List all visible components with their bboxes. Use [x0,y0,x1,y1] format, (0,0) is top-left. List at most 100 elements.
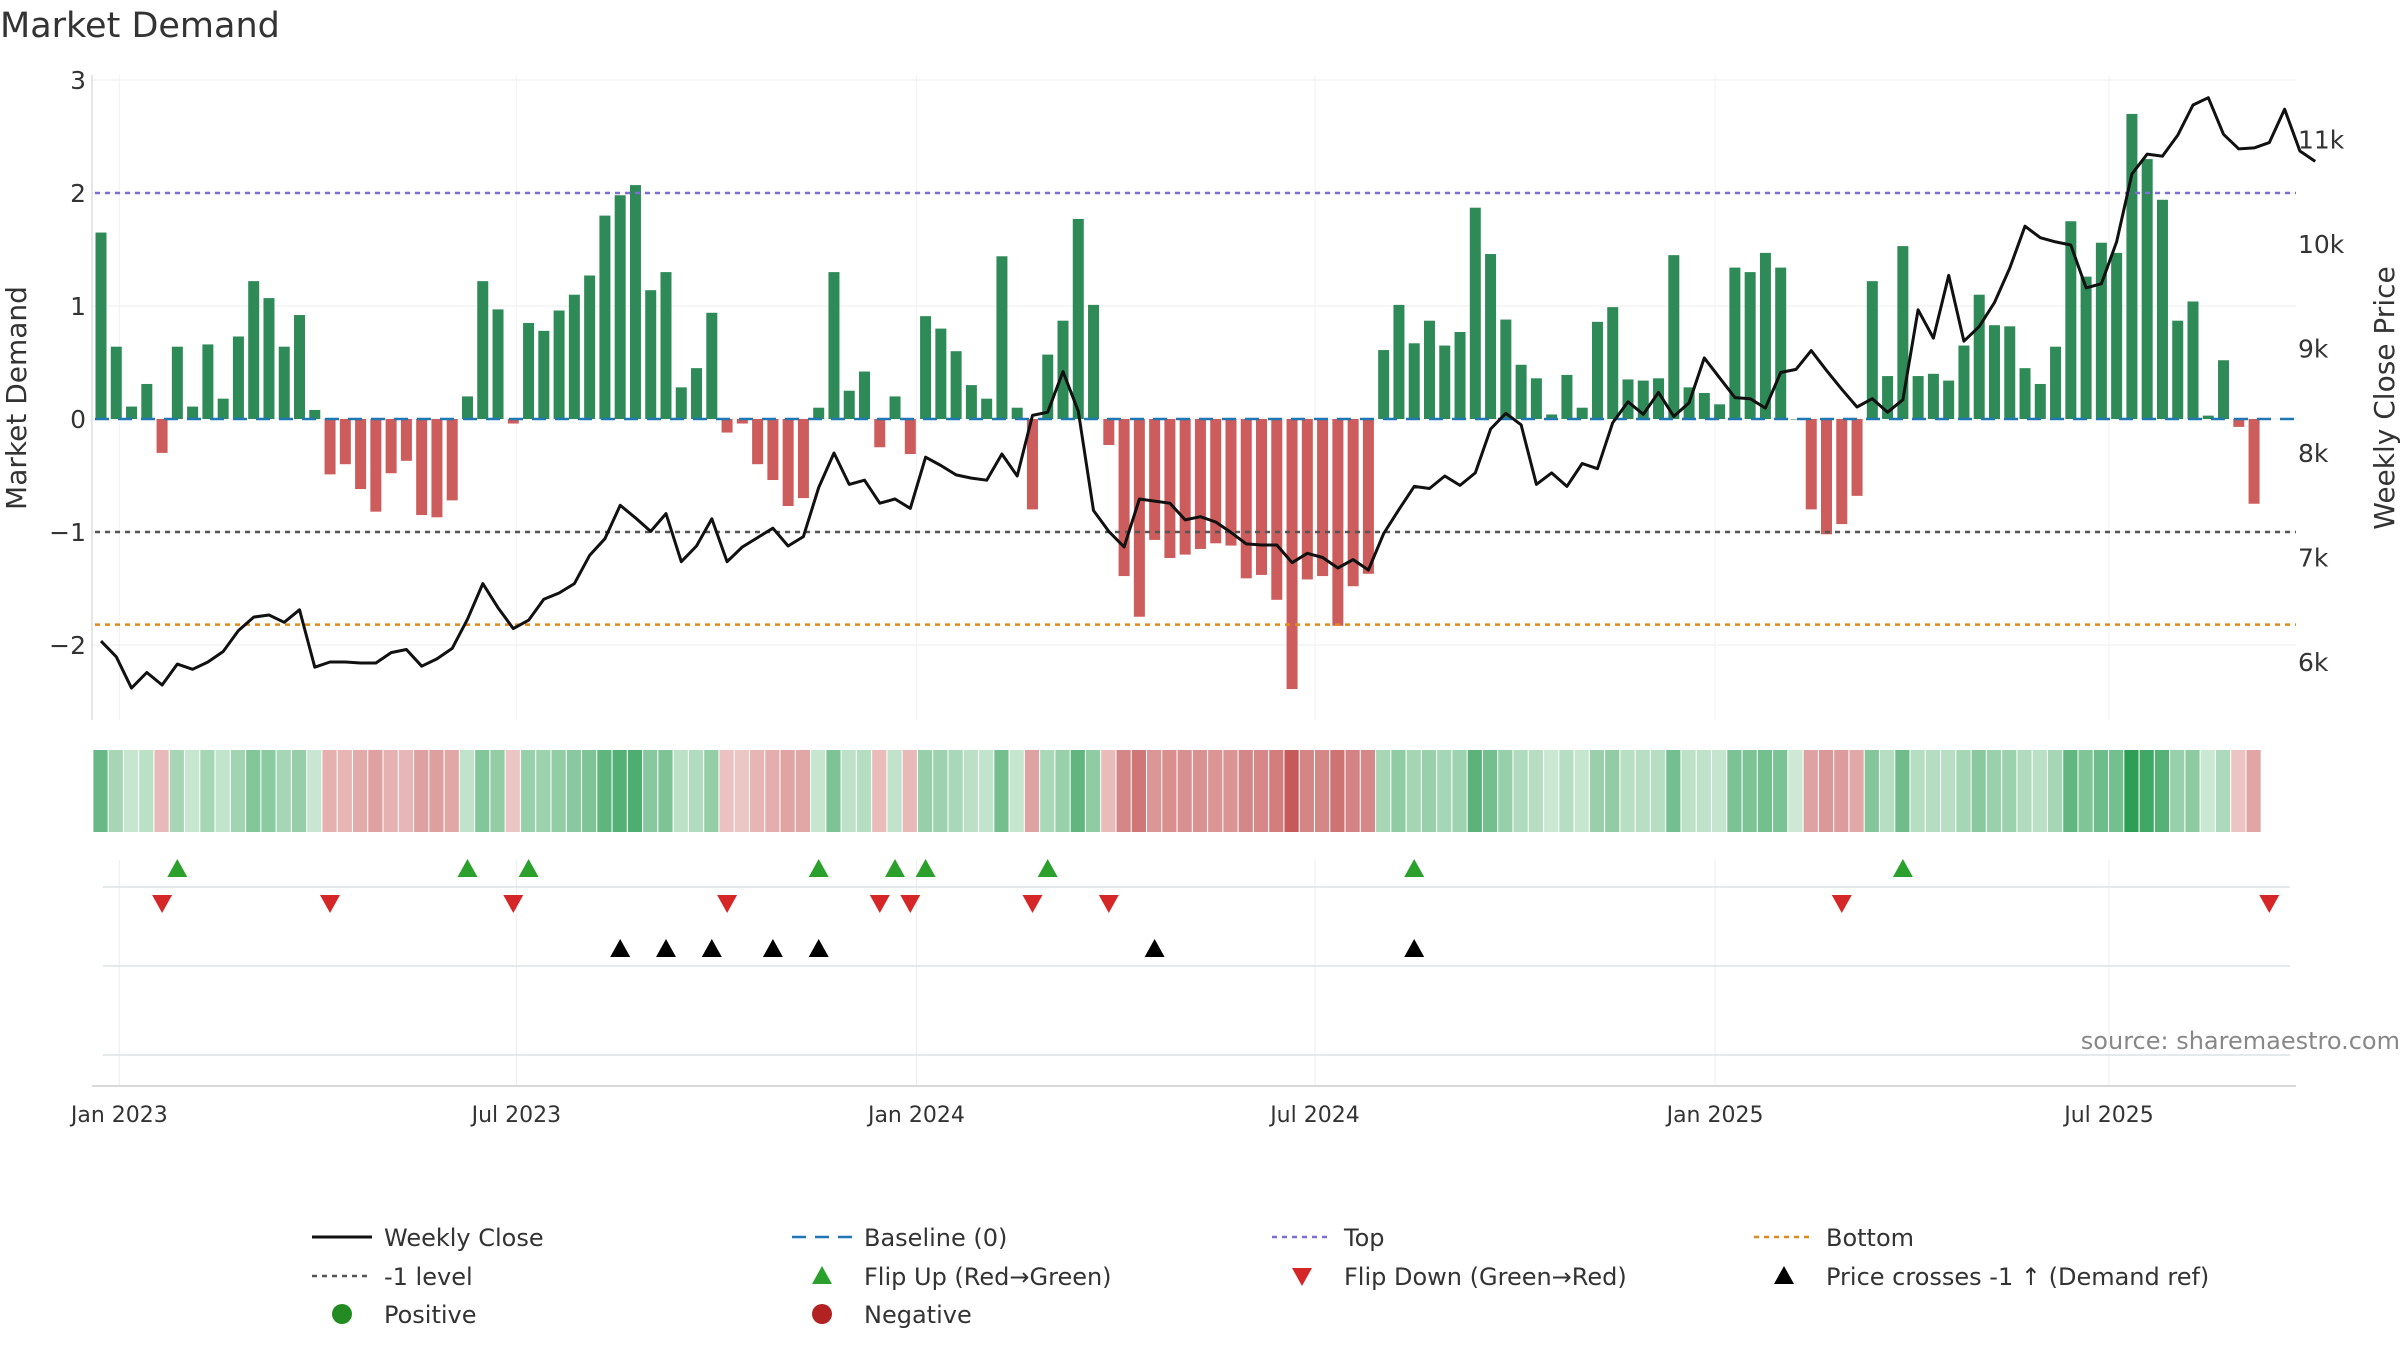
demand-bar [355,419,367,490]
heat-cell [1559,750,1574,832]
heat-cell [1895,750,1910,832]
heat-cell [1024,750,1040,832]
demand-bar [248,281,260,419]
heat-cell [169,750,184,832]
demand-bar [1759,252,1771,419]
demand-bar [141,383,153,419]
demand-bar [1179,419,1191,555]
demand-bar [1591,321,1603,419]
demand-bar [1546,414,1558,419]
legend-item-flip_up: Flip Up (Red→Green) [812,1263,1112,1291]
heat-cell [185,750,200,832]
demand-bar [1836,419,1848,525]
demand-bar [1622,379,1634,419]
heat-cell [826,750,841,832]
legend: Weekly Close Baseline (0) Top Bottom -1 leve… [312,1224,2209,1329]
demand-bar [660,272,672,419]
flip-up-marker [885,859,905,877]
heat-cell [597,750,612,832]
demand-bar [553,310,565,419]
demand-bar [446,419,458,501]
heat-cell [230,750,246,832]
heat-cell [2002,750,2017,832]
heat-cell [1284,750,1299,832]
legend-item-negative: Negative [812,1301,972,1329]
demand-bar [370,419,382,512]
flip-up-marker [1404,859,1425,877]
heat-cell [1116,750,1131,832]
heat-cell [963,750,978,832]
demand-bar [1973,294,1985,419]
demand-bar [2172,320,2184,419]
heat-cell [1131,750,1146,832]
heat-cell [1437,750,1452,832]
heat-cell [841,750,856,832]
demand-bar [782,419,794,507]
heat-cell [1712,750,1727,832]
demand-bar [1042,354,1054,419]
heat-cell [1070,750,1085,832]
y-tick-label: 1 [70,292,86,321]
demand-bar [1057,320,1069,419]
heat-cell [429,750,444,832]
demand-bar [156,419,168,453]
heat-cell [566,750,581,832]
heat-cell [2017,750,2032,832]
price-cross-marker [610,939,631,957]
demand-bar [629,185,641,419]
heat-cell [627,750,643,832]
heat-cell [1925,750,1940,832]
demand-bar [843,390,855,419]
flip-down-marker [152,895,173,913]
flip-down-marker [900,895,921,913]
heat-cell [505,750,520,832]
heat-cell [1666,750,1681,832]
heat-cell [520,750,536,832]
flip-up-marker [167,859,188,877]
x-tick-label: Jan 2024 [866,1103,965,1128]
heat-cell [1620,750,1635,832]
demand-bar [1485,254,1497,419]
heat-cell [551,750,566,832]
demand-bar [1256,419,1268,575]
heat-cell [1269,750,1284,832]
price-cross-marker [762,939,783,957]
heat-cell [1635,750,1650,832]
heat-cell [215,750,230,832]
demand-bar [691,368,703,419]
heat-cell [1009,750,1024,832]
flip-up-marker [1037,859,1058,877]
heat-cell [979,750,994,832]
demand-bar [1423,320,1435,419]
demand-bar [1011,407,1023,419]
legend-label: Flip Up (Red→Green) [864,1263,1112,1291]
heat-cell [1773,750,1788,832]
heat-cell [1605,750,1620,832]
demand-bar [431,419,443,518]
heat-cell [1452,750,1467,832]
y-tick-label: 2 [70,179,86,208]
flip-up-marker [915,859,936,877]
demand-bar [2019,368,2031,419]
y2-tick-label: 8k [2298,439,2329,468]
signal-markers [152,859,2280,957]
demand-bar [1927,373,1939,419]
grid-layer [92,75,2296,1086]
demand-bar [874,419,886,448]
x-tick-label: Jan 2023 [69,1103,168,1128]
heat-cell [688,750,704,832]
demand-bar [1225,419,1237,546]
heat-cell [2078,750,2093,832]
price-cross-marker [656,939,676,957]
heat-cell [2139,750,2154,832]
demand-bar [2111,252,2123,419]
demand-bar [1378,350,1390,419]
demand-bar [461,396,473,419]
heat-cell [872,750,887,832]
heat-cell [307,750,322,832]
demand-bar [736,419,748,424]
demand-bar [1301,419,1313,580]
heat-cell [490,750,505,832]
heat-cell [2215,750,2231,832]
demand-bar [187,406,199,419]
